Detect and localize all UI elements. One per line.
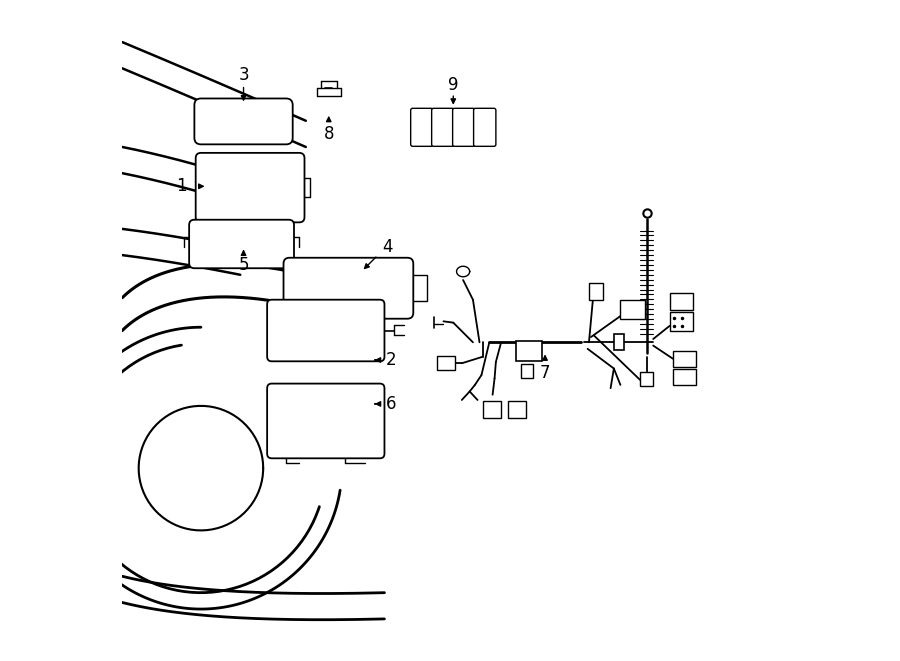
Bar [673,351,696,368]
Bar [670,293,692,309]
FancyBboxPatch shape [195,153,304,222]
Text: 8: 8 [323,125,334,143]
Bar [408,275,427,301]
Text: 3: 3 [238,66,248,84]
FancyBboxPatch shape [267,299,384,362]
Bar [614,334,625,350]
Bar [311,317,330,348]
Bar [263,181,279,204]
Text: 7: 7 [540,364,550,382]
Bar [620,299,645,319]
FancyBboxPatch shape [284,258,413,319]
Bar [286,317,306,348]
Bar [508,401,526,418]
Text: 9: 9 [448,76,458,94]
Text: 6: 6 [386,395,396,413]
Bar [673,369,696,385]
Bar [336,317,356,348]
Bar [521,364,533,378]
FancyBboxPatch shape [189,219,294,268]
Bar [241,181,258,204]
Text: 5: 5 [238,256,248,274]
FancyBboxPatch shape [473,108,496,146]
Text: 2: 2 [386,351,396,369]
FancyBboxPatch shape [194,98,292,144]
Text: 4: 4 [382,237,393,256]
FancyBboxPatch shape [267,383,384,458]
Bar [516,341,542,361]
Bar [589,284,603,299]
Bar [482,401,501,418]
Bar [436,356,455,370]
FancyBboxPatch shape [453,108,475,146]
Bar [670,312,692,330]
Bar [640,371,653,386]
Text: 1: 1 [176,177,186,195]
Bar [220,181,237,204]
FancyBboxPatch shape [432,108,454,146]
FancyBboxPatch shape [410,108,433,146]
